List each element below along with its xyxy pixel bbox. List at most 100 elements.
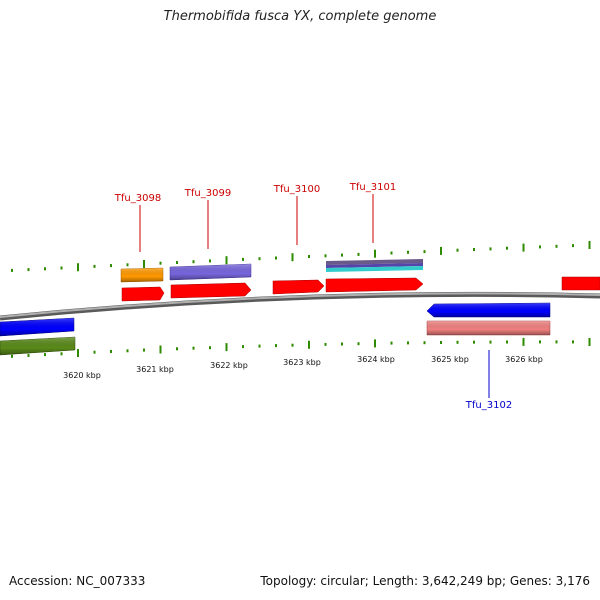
outer-tick-minor	[407, 250, 409, 254]
outer-tick-minor	[489, 247, 492, 251]
inner-tick-major	[308, 340, 310, 349]
outer-tick-minor	[390, 251, 393, 255]
inner-tick-major	[522, 337, 525, 346]
inner-tick-major	[77, 349, 79, 357]
inner-tick-minor	[473, 340, 475, 344]
inner-tick-minor	[555, 340, 558, 344]
outer-tick-minor	[110, 264, 112, 268]
outer-tick-minor	[308, 255, 310, 258]
inner-tick-minor	[110, 350, 112, 353]
inner-tick-minor	[324, 342, 327, 346]
feature-left-green[interactable]	[0, 336, 76, 356]
inner-tick-minor	[456, 340, 459, 344]
feature-left-blue[interactable]	[0, 317, 75, 337]
inner-tick-major	[374, 339, 376, 348]
outer-tick-minor	[423, 250, 426, 254]
outer-tick-minor	[159, 261, 162, 265]
label-leaders	[139, 194, 490, 398]
scale-label-3623: 3623 kbp	[283, 358, 321, 367]
feature-right-cds[interactable]	[561, 276, 600, 291]
outer-tick-major	[291, 253, 294, 262]
inner-tick-minor	[539, 340, 541, 344]
accession-text: Accession: NC_007333	[9, 574, 146, 588]
outer-tick-major	[143, 260, 145, 268]
outer-tick-minor	[209, 259, 211, 263]
inner-tick-minor	[60, 352, 63, 356]
gene-labels: Tfu_3098 Tfu_3099 Tfu_3100 Tfu_3101 Tfu_…	[114, 182, 512, 411]
outer-tick-minor	[456, 248, 459, 252]
scale-labels: 3620 kbp 3621 kbp 3622 kbp 3623 kbp 3624…	[63, 355, 543, 380]
outer-tick-minor	[572, 244, 574, 248]
feature-tfu3101-cds[interactable]	[325, 277, 424, 293]
outer-tick-minor	[555, 244, 558, 248]
scale-label-3624: 3624 kbp	[357, 355, 395, 364]
inner-tick-minor	[506, 340, 508, 344]
feature-tfu3101-band-2[interactable]	[326, 263, 423, 268]
gene-label-tfu3101[interactable]: Tfu_3101	[349, 182, 396, 193]
outer-tick-minor	[44, 267, 46, 271]
scale-label-3625: 3625 kbp	[431, 355, 469, 364]
inner-tick-major	[225, 343, 228, 352]
inner-tick-ring	[11, 337, 591, 358]
inner-tick-minor	[489, 340, 492, 344]
inner-tick-minor	[258, 344, 261, 348]
outer-tick-minor	[27, 268, 30, 272]
genome-summary-text: Topology: circular; Length: 3,642,249 bp…	[260, 574, 590, 588]
inner-tick-major	[588, 338, 591, 346]
gene-label-tfu3102[interactable]: Tfu_3102	[465, 400, 512, 411]
outer-tick-major	[588, 241, 591, 249]
outer-tick-minor	[242, 257, 244, 261]
inner-tick-minor	[143, 348, 145, 352]
scale-label-3620: 3620 kbp	[63, 371, 101, 380]
inner-tick-minor	[27, 354, 30, 357]
inner-tick-minor	[242, 345, 244, 349]
outer-tick-minor	[341, 253, 343, 257]
gene-label-tfu3099[interactable]: Tfu_3099	[184, 188, 231, 199]
inner-tick-minor	[275, 344, 277, 348]
feature-tfu3102-cds[interactable]	[426, 302, 551, 318]
outer-tick-major	[374, 249, 376, 258]
inner-tick-minor	[44, 353, 46, 357]
feature-tfu3099-gene[interactable]	[169, 263, 252, 281]
inner-tick-minor	[423, 341, 426, 345]
feature-tfu3100-cds[interactable]	[272, 279, 325, 295]
outer-tick-minor	[93, 264, 96, 268]
gene-label-tfu3100[interactable]: Tfu_3100	[273, 184, 320, 195]
outer-tick-minor	[539, 245, 541, 249]
feature-tfu3099-cds[interactable]	[170, 282, 252, 299]
feature-tfu3098-gene[interactable]	[120, 267, 164, 283]
inner-tick-minor	[390, 341, 393, 345]
outer-tick-minor	[473, 248, 475, 251]
outer-tick-minor	[275, 256, 277, 260]
outer-tick-minor	[506, 246, 508, 250]
outer-tick-minor	[11, 268, 13, 272]
genome-backbone-highlight	[0, 292, 600, 318]
outer-tick-minor	[258, 257, 261, 261]
scale-label-3622: 3622 kbp	[210, 361, 248, 370]
inner-tick-minor	[572, 340, 574, 344]
outer-tick-minor	[357, 252, 360, 256]
scale-label-3621: 3621 kbp	[136, 365, 174, 374]
map-title: Thermobifida fusca YX, complete genome	[163, 9, 437, 24]
inner-tick-minor	[209, 346, 211, 350]
feature-tfu3098-cds[interactable]	[121, 286, 165, 302]
feature-tfu3102-gene[interactable]	[426, 320, 551, 336]
scale-label-3626: 3626 kbp	[505, 355, 543, 364]
inner-tick-minor	[126, 349, 129, 353]
inner-tick-minor	[341, 342, 343, 346]
outer-tick-minor	[60, 266, 63, 270]
outer-tick-major	[77, 263, 79, 272]
inner-tick-minor	[93, 350, 96, 354]
gene-label-tfu3098[interactable]: Tfu_3098	[114, 193, 161, 204]
outer-tick-major	[522, 243, 525, 252]
inner-tick-major	[159, 345, 162, 354]
inner-tick-minor	[176, 347, 178, 351]
outer-tick-minor	[126, 263, 129, 267]
outer-tick-minor	[176, 261, 178, 264]
inner-tick-minor	[407, 341, 409, 345]
inner-tick-minor	[440, 341, 442, 344]
inner-tick-minor	[192, 346, 195, 350]
feature-tfu3101-band-3[interactable]	[326, 266, 423, 272]
outer-tick-minor	[324, 254, 327, 258]
